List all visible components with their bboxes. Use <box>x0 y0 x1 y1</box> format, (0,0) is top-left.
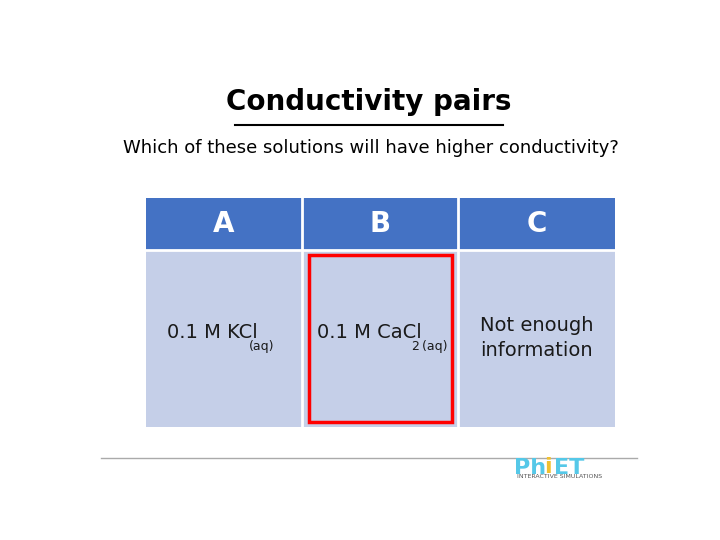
Text: Conductivity pairs: Conductivity pairs <box>226 88 512 116</box>
Text: Ph: Ph <box>514 458 546 478</box>
Bar <box>458 198 615 250</box>
Text: information: information <box>480 341 593 360</box>
Text: ET: ET <box>554 458 585 478</box>
Bar <box>302 198 458 250</box>
Text: 0.1 M KCl: 0.1 M KCl <box>167 323 258 342</box>
Text: INTERACTIVE SIMULATIONS: INTERACTIVE SIMULATIONS <box>517 474 603 479</box>
Bar <box>309 255 451 422</box>
Bar <box>302 250 458 427</box>
Text: (aq): (aq) <box>248 340 274 353</box>
Text: A: A <box>213 210 235 238</box>
Bar <box>458 250 615 427</box>
Text: 2: 2 <box>411 340 419 353</box>
Text: (aq): (aq) <box>418 340 447 353</box>
Bar <box>145 250 302 427</box>
Text: Which of these solutions will have higher conductivity?: Which of these solutions will have highe… <box>124 139 619 157</box>
Text: i: i <box>544 457 552 477</box>
Text: 0.1 M CaCl: 0.1 M CaCl <box>317 323 421 342</box>
Text: C: C <box>526 210 546 238</box>
Bar <box>145 198 302 250</box>
Text: B: B <box>369 210 391 238</box>
Text: Not enough: Not enough <box>480 316 593 335</box>
